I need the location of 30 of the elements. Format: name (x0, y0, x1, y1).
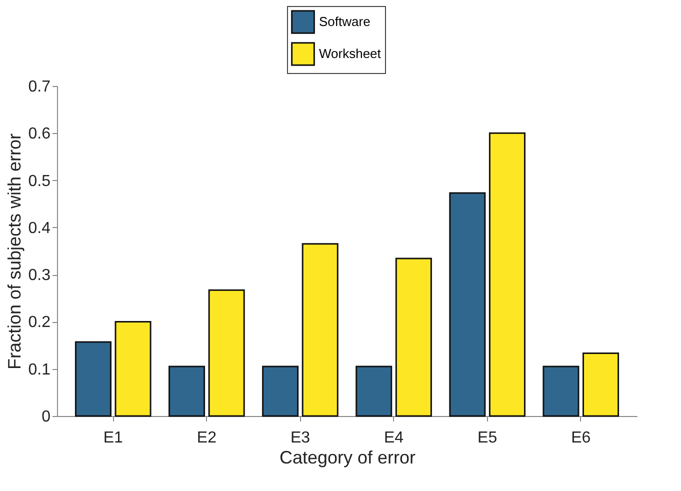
bar (449, 192, 486, 417)
bar (114, 320, 152, 417)
y-axis-title: Fraction of subjects with error (4, 133, 24, 370)
bar (168, 366, 206, 417)
y-tick-label: 0.7 (28, 78, 51, 96)
bar (488, 132, 526, 417)
bar (74, 341, 112, 417)
legend-label: Worksheet (319, 46, 382, 61)
x-tick-label: E4 (384, 430, 404, 446)
bar (302, 243, 338, 417)
legend-label: Software (319, 14, 370, 29)
bar (208, 289, 245, 417)
bar (582, 352, 620, 417)
x-axis-title: Category of error (279, 448, 416, 468)
y-tick-label: 0.6 (28, 126, 51, 143)
x-tick-label: E2 (196, 430, 217, 446)
x-tick-label: E1 (103, 430, 124, 446)
y-tick-label: 0.2 (28, 314, 51, 332)
bar (395, 258, 432, 417)
y-tick-label: 0.5 (28, 172, 51, 190)
bar (356, 366, 392, 417)
x-tick-label: E6 (571, 430, 591, 446)
y-tick-label: 0 (42, 408, 51, 426)
y-tick-label: 0.3 (28, 267, 51, 284)
x-tick-label: E5 (478, 430, 498, 446)
x-tick-label: E3 (290, 430, 310, 446)
bar (262, 366, 299, 417)
bar (542, 366, 580, 417)
y-tick-label: 0.1 (28, 361, 51, 378)
y-tick-label: 0.4 (28, 220, 51, 237)
